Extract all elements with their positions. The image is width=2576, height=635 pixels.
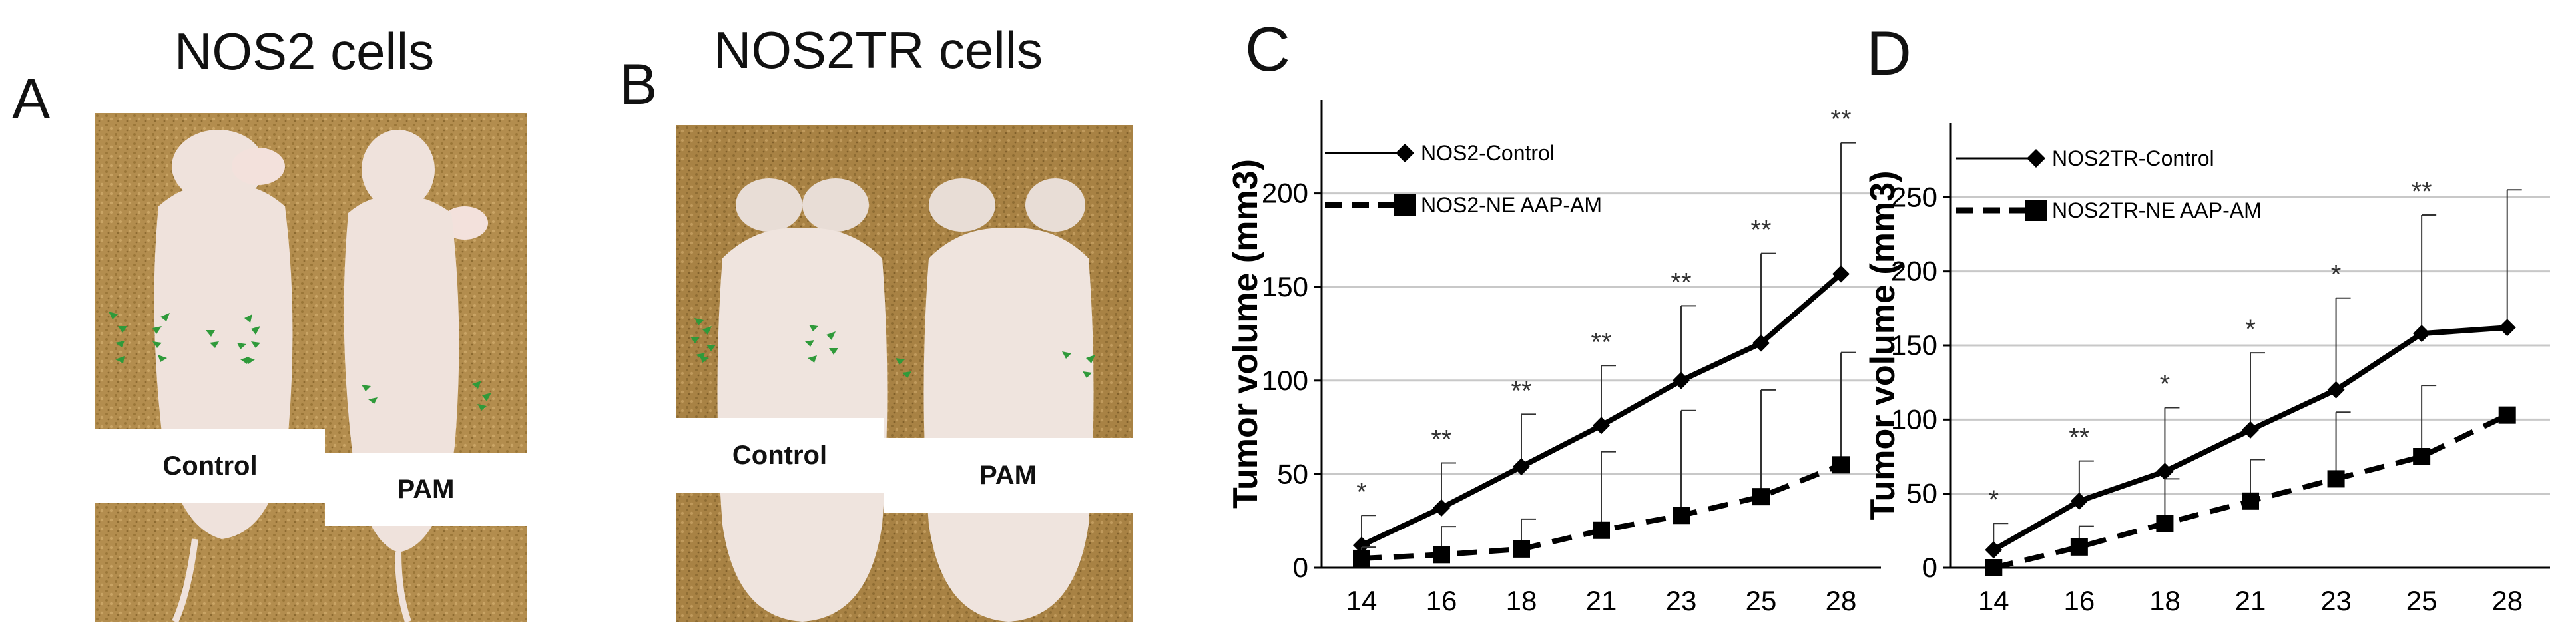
y-tick-label: 200 <box>1891 256 1937 287</box>
tumor-arrows-icon <box>109 312 491 411</box>
significance-mark: * <box>1988 485 1999 515</box>
data-point <box>2327 381 2345 399</box>
data-point <box>2327 470 2345 488</box>
significance-mark: * <box>2160 370 2171 399</box>
panel-a-control-label: Control <box>95 429 325 503</box>
data-point <box>2070 538 2088 556</box>
x-tick-label: 25 <box>2406 585 2438 616</box>
x-tick-label: 18 <box>1506 585 1537 616</box>
y-tick-label: 250 <box>1891 181 1937 212</box>
y-tick-label: 50 <box>1906 478 1937 509</box>
x-tick-label: 18 <box>2149 585 2181 616</box>
x-tick-label: 21 <box>1586 585 1617 616</box>
significance-mark: ** <box>2069 423 2089 453</box>
panel-b-title: NOS2TR cells <box>714 21 1043 79</box>
x-tick-label: 23 <box>2320 585 2352 616</box>
y-tick-label: 200 <box>1262 178 1308 209</box>
data-point <box>2242 492 2259 510</box>
data-point <box>1593 521 1610 539</box>
panel-b-pam-label: PAM <box>884 438 1133 513</box>
data-point <box>1513 458 1530 476</box>
data-point <box>1353 549 1370 567</box>
significance-mark: ** <box>1830 105 1851 134</box>
data-point <box>2413 325 2431 343</box>
data-point <box>2498 406 2516 424</box>
chart-c: 0 50 100 150 200 14 16 18 21 23 25 28 Tumor volume (… <box>1226 100 1881 616</box>
significance-mark: ** <box>1591 327 1611 357</box>
x-tick-label: 25 <box>1746 585 1777 616</box>
data-point <box>1985 541 2003 559</box>
data-point <box>1752 488 1770 506</box>
x-tick-label: 28 <box>2491 585 2523 616</box>
significance-mark: ** <box>1431 425 1451 455</box>
legend-marker <box>1396 144 1414 162</box>
panel-a-pam-label: PAM <box>325 453 527 526</box>
significance-mark: ** <box>1511 376 1531 405</box>
panel-letter-a: A <box>12 67 51 131</box>
data-point <box>1593 417 1610 435</box>
legend-marker <box>1394 194 1416 216</box>
data-point <box>1673 371 1690 389</box>
mouse-b-left-icon <box>717 178 888 622</box>
x-tick-label: 21 <box>2235 585 2266 616</box>
significance-mark: * <box>2245 315 2256 344</box>
y-tick-label: 0 <box>1922 552 1937 583</box>
panel-letter-b: B <box>619 53 658 116</box>
significance-mark: * <box>1356 477 1367 507</box>
data-point <box>1433 499 1450 517</box>
y-tick-label: 50 <box>1277 458 1308 489</box>
data-point <box>1832 265 1850 283</box>
x-tick-label: 14 <box>1346 585 1378 616</box>
legend-entry: NOS2-Control <box>1421 141 1555 165</box>
significance-mark: ** <box>1750 216 1771 245</box>
significance-mark: ** <box>1671 268 1691 297</box>
data-point <box>2498 319 2516 337</box>
legend-entry: NOS2TR-NE AAP-AM <box>2052 198 2262 222</box>
data-point <box>1513 540 1530 558</box>
significance-mark: ** <box>2412 177 2432 206</box>
data-point <box>1353 536 1370 554</box>
chart-d: 0 50 100 150 200 250 14 16 18 21 23 25 28 Tumor volum… <box>1864 123 2550 616</box>
x-tick-label: 16 <box>2063 585 2095 616</box>
y-tick-label: 150 <box>1262 271 1308 302</box>
mouse-b-right-icon <box>923 178 1094 622</box>
tumor-arrows-b-icon <box>690 318 1095 378</box>
panel-letter-c: C <box>1245 14 1290 84</box>
data-point <box>2156 463 2174 481</box>
y-axis-label: Tumor volume (mm3) <box>1864 171 1902 521</box>
legend-marker <box>2027 149 2045 168</box>
data-point <box>1433 546 1450 564</box>
x-tick-label: 16 <box>1426 585 1457 616</box>
data-point <box>2413 448 2431 465</box>
panel-a-title: NOS2 cells <box>174 22 435 81</box>
legend-marker <box>2025 200 2047 221</box>
panel-b-control-label: Control <box>676 418 884 493</box>
data-point <box>1752 334 1770 352</box>
legend-entry: NOS2TR-Control <box>2052 146 2214 170</box>
y-tick-label: 100 <box>1262 365 1308 396</box>
panel-a-photo <box>95 113 527 622</box>
y-tick-label: 150 <box>1891 329 1937 361</box>
data-point <box>1832 456 1850 474</box>
panel-b-photo <box>676 125 1133 622</box>
x-tick-label: 14 <box>1978 585 2009 616</box>
significance-mark: * <box>2331 260 2342 290</box>
legend-entry: NOS2-NE AAP-AM <box>1421 193 1602 217</box>
panel-letter-d: D <box>1866 18 1912 88</box>
y-tick-label: 100 <box>1891 403 1937 435</box>
data-point <box>2156 515 2174 532</box>
data-point <box>2070 492 2088 510</box>
y-axis-label: Tumor volume (mm3) <box>1226 159 1265 509</box>
y-tick-label: 0 <box>1293 552 1308 583</box>
data-point <box>2242 421 2259 439</box>
data-point <box>1985 559 2003 576</box>
x-tick-label: 28 <box>1826 585 1857 616</box>
data-point <box>1673 507 1690 525</box>
x-tick-label: 23 <box>1666 585 1697 616</box>
